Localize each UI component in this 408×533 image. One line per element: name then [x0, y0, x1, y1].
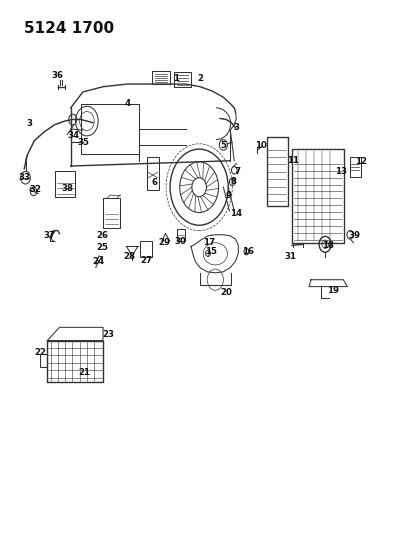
Text: 10: 10 — [255, 141, 266, 150]
Text: 29: 29 — [158, 238, 171, 247]
Bar — [140, 241, 151, 257]
Text: 5: 5 — [220, 141, 226, 150]
Text: 15: 15 — [205, 247, 217, 256]
Text: 2: 2 — [197, 74, 203, 83]
Text: 32: 32 — [29, 185, 41, 195]
Text: 31: 31 — [285, 253, 297, 262]
Text: 17: 17 — [203, 238, 215, 247]
Text: 21: 21 — [79, 368, 91, 377]
Text: 1: 1 — [173, 74, 179, 83]
Bar — [147, 157, 159, 190]
Text: 27: 27 — [141, 256, 153, 265]
Text: 28: 28 — [123, 253, 135, 262]
Text: 3: 3 — [27, 119, 33, 128]
Text: 20: 20 — [220, 288, 232, 297]
Text: 25: 25 — [96, 244, 108, 253]
Text: 4: 4 — [124, 99, 130, 108]
Text: 5124 1700: 5124 1700 — [24, 21, 114, 36]
Text: 22: 22 — [34, 348, 47, 357]
Text: 34: 34 — [68, 131, 80, 140]
Text: 16: 16 — [242, 247, 255, 256]
Bar — [177, 230, 185, 241]
Text: 38: 38 — [62, 184, 73, 193]
Text: 36: 36 — [52, 70, 64, 79]
Bar — [47, 341, 103, 382]
Text: 19: 19 — [327, 286, 339, 295]
Text: 12: 12 — [355, 157, 368, 166]
Text: 35: 35 — [78, 138, 90, 147]
Bar — [292, 149, 344, 243]
Text: 11: 11 — [287, 156, 299, 165]
Text: 24: 24 — [92, 257, 104, 266]
Text: 18: 18 — [322, 241, 335, 250]
Text: 33: 33 — [18, 173, 30, 182]
Bar — [55, 171, 75, 197]
Text: 39: 39 — [348, 231, 360, 240]
Text: 3: 3 — [233, 124, 239, 132]
Text: 9: 9 — [225, 191, 231, 199]
Text: 30: 30 — [175, 237, 186, 246]
Text: 26: 26 — [96, 231, 108, 240]
Text: 14: 14 — [230, 209, 242, 218]
Text: 7: 7 — [234, 167, 240, 176]
Text: 6: 6 — [152, 179, 158, 188]
Bar — [81, 104, 140, 155]
Bar — [350, 157, 361, 176]
Text: 23: 23 — [102, 330, 114, 338]
Bar — [266, 137, 288, 206]
Text: 13: 13 — [335, 167, 347, 176]
Bar — [103, 198, 120, 229]
Text: 8: 8 — [230, 177, 236, 187]
Bar — [40, 354, 47, 367]
Text: 37: 37 — [44, 231, 56, 240]
